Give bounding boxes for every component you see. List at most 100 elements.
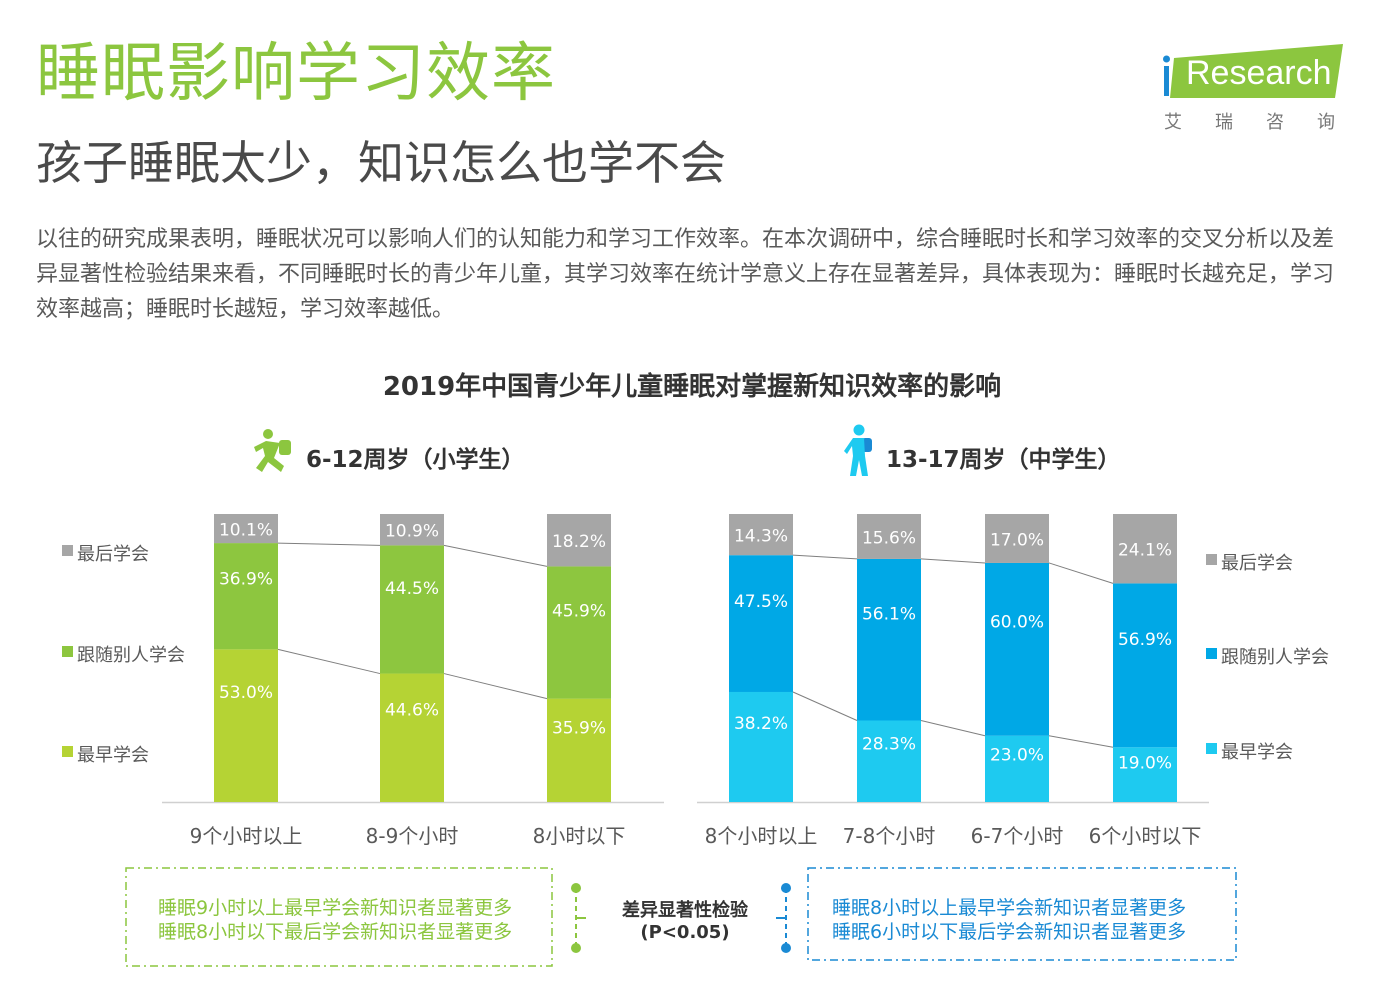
series-connector-line bbox=[920, 720, 986, 737]
bar-value-label: 47.5% bbox=[734, 592, 788, 612]
x-tick-label: 8小时以下 bbox=[533, 824, 626, 848]
x-tick-label: 6个小时以下 bbox=[1089, 824, 1202, 848]
bar-value-label: 15.6% bbox=[862, 528, 916, 548]
chart-title: 2019年中国青少年儿童睡眠对掌握新知识效率的影响 bbox=[382, 372, 1002, 402]
bracket-right-top-dot bbox=[781, 883, 791, 893]
legend-label: 最早学会 bbox=[77, 745, 149, 766]
intro-paragraph: 以往的研究成果表明，睡眠状况可以影响人们的认知能力和学习工作效率。在本次调研中，… bbox=[36, 227, 1335, 322]
note-right: 睡眠8小时以上最早学会新知识者显著更多 睡眠6小时以下最后学会新知识者显著更多 bbox=[832, 896, 1186, 944]
bracket-right-bottom-dot bbox=[781, 943, 791, 953]
x-tick-label: 6-7个小时 bbox=[971, 824, 1064, 848]
legend-label: 跟随别人学会 bbox=[77, 645, 185, 666]
running-child-icon bbox=[254, 429, 291, 472]
bar-segment bbox=[729, 691, 793, 802]
bar-segment bbox=[380, 673, 444, 802]
legend-label: 跟随别人学会 bbox=[1221, 647, 1329, 668]
bar-value-label: 45.9% bbox=[552, 602, 606, 622]
legend-label: 最后学会 bbox=[1221, 553, 1293, 574]
logo-i-dot bbox=[1163, 55, 1170, 63]
bar-value-label: 10.9% bbox=[385, 522, 439, 542]
bar-value-label: 24.1% bbox=[1118, 541, 1172, 561]
significance-test-title: 差异显著性检验 bbox=[622, 900, 748, 921]
note-left: 睡眠9小时以上最早学会新知识者显著更多 睡眠8小时以下最后学会新知识者显著更多 bbox=[158, 896, 512, 944]
significance-test-p: (P<0.05) bbox=[640, 922, 730, 943]
bar-segment bbox=[380, 545, 444, 674]
bar-value-label: 17.0% bbox=[990, 530, 1044, 550]
series-connector-line bbox=[1048, 735, 1114, 748]
logo-banner-shape bbox=[1170, 44, 1343, 98]
bar-segment bbox=[985, 562, 1049, 736]
note-left-line-2: 睡眠8小时以下最后学会新知识者显著更多 bbox=[158, 921, 513, 943]
notes-decoration bbox=[125, 867, 1237, 967]
bar-segment bbox=[214, 649, 278, 802]
page-subtitle: 孩子睡眠太少，知识怎么也学不会 bbox=[36, 136, 726, 190]
bar-segment bbox=[729, 514, 793, 556]
bar-value-label: 44.6% bbox=[385, 701, 439, 721]
bar-value-label: 14.3% bbox=[734, 527, 788, 547]
series-connector-line bbox=[792, 691, 858, 721]
series-connector-line bbox=[443, 544, 548, 567]
x-tick-label: 8个小时以上 bbox=[705, 824, 818, 848]
note-left-line-1: 睡眠9小时以上最早学会新知识者显著更多 bbox=[158, 897, 513, 919]
logo-brand-text: Research bbox=[1186, 54, 1332, 92]
x-tick-label: 7-8个小时 bbox=[843, 824, 936, 848]
bar-segment bbox=[380, 514, 444, 546]
legend-label: 最早学会 bbox=[1221, 742, 1293, 763]
bar-value-label: 60.0% bbox=[990, 612, 1044, 632]
bar-segment bbox=[214, 514, 278, 544]
series-connector-line bbox=[443, 673, 548, 700]
bar-value-label: 56.9% bbox=[1118, 630, 1172, 650]
iresearch-logo bbox=[1163, 44, 1343, 98]
bar-value-label: 36.9% bbox=[219, 569, 273, 589]
bar-segment bbox=[857, 514, 921, 559]
bar-value-label: 18.2% bbox=[552, 532, 606, 552]
series-connector-line bbox=[277, 648, 381, 675]
legend-label: 最后学会 bbox=[77, 544, 149, 565]
legend-swatch bbox=[1206, 554, 1217, 565]
bar-segment bbox=[985, 514, 1049, 563]
bracket-left-top-dot bbox=[571, 883, 581, 893]
bar-value-label: 19.0% bbox=[1118, 754, 1172, 774]
logo-i-stem bbox=[1164, 66, 1169, 96]
series-connector-line bbox=[920, 558, 986, 564]
group-label-secondary: 13-17周岁（中学生） bbox=[886, 447, 1121, 473]
walking-teen-icon bbox=[844, 424, 872, 476]
bar-value-label: 56.1% bbox=[862, 604, 916, 624]
bar-segment bbox=[1113, 514, 1177, 584]
series-connector-line bbox=[1048, 562, 1114, 584]
bar-segment bbox=[547, 514, 611, 567]
group-label-primary: 6-12周岁（小学生） bbox=[306, 447, 525, 473]
page-title: 睡眠影响学习效率 bbox=[36, 37, 556, 111]
bar-segment bbox=[547, 698, 611, 802]
bar-segment bbox=[214, 543, 278, 650]
bar-value-label: 44.5% bbox=[385, 579, 439, 599]
x-tick-label: 8-9个小时 bbox=[366, 824, 459, 848]
note-right-border bbox=[807, 867, 1237, 961]
bracket-left-bottom-dot bbox=[571, 943, 581, 953]
bar-segment bbox=[547, 566, 611, 699]
note-right-line-2: 睡眠6小时以下最后学会新知识者显著更多 bbox=[832, 921, 1187, 943]
bar-segment bbox=[1113, 583, 1177, 748]
series-connector-line bbox=[792, 554, 858, 560]
bar-value-label: 28.3% bbox=[862, 734, 916, 754]
bar-segment bbox=[729, 555, 793, 692]
bar-segment bbox=[1113, 747, 1177, 802]
bar-segment bbox=[857, 720, 921, 802]
bar-value-label: 10.1% bbox=[219, 521, 273, 541]
bar-value-label: 38.2% bbox=[734, 714, 788, 734]
bar-segment bbox=[985, 735, 1049, 802]
note-left-border bbox=[125, 867, 553, 967]
legend-swatch bbox=[1206, 648, 1217, 659]
note-right-line-1: 睡眠8小时以上最早学会新知识者显著更多 bbox=[832, 897, 1187, 919]
legend-swatch bbox=[62, 545, 73, 556]
x-tick-label: 9个小时以上 bbox=[190, 824, 303, 848]
bar-segment bbox=[857, 558, 921, 721]
significance-test-label: 差异显著性检验 (P<0.05) bbox=[590, 900, 780, 944]
legend-swatch bbox=[62, 646, 73, 657]
legend-swatch bbox=[1206, 743, 1217, 754]
series-connector-line bbox=[277, 542, 381, 546]
bar-value-label: 23.0% bbox=[990, 745, 1044, 765]
legend-swatch bbox=[62, 746, 73, 757]
bar-value-label: 53.0% bbox=[219, 683, 273, 703]
